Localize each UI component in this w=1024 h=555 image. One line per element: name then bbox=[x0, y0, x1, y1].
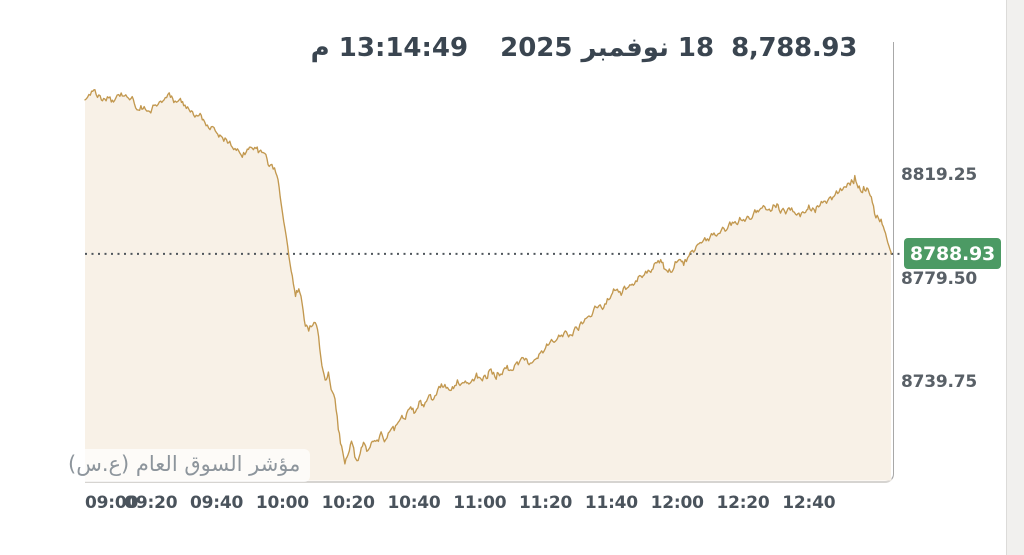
x-axis-label: 11:20 bbox=[519, 493, 573, 513]
y-axis-label: 8819.25 bbox=[901, 165, 978, 185]
x-axis-label: 10:20 bbox=[321, 493, 375, 513]
x-axis-label: 10:00 bbox=[255, 493, 309, 513]
x-axis-label: 11:40 bbox=[584, 493, 638, 513]
session-time: 13:14:49 م bbox=[310, 33, 469, 63]
x-axis-label: 11:00 bbox=[453, 493, 507, 513]
price-line bbox=[84, 89, 892, 465]
y-axis-label: 8779.50 bbox=[901, 268, 978, 289]
y-axis-label: 8739.75 bbox=[901, 372, 978, 392]
x-axis-label: 09:00 bbox=[85, 493, 139, 513]
chart-header: 8,788.93 18 نوفمبر 2025 13:14:49 م bbox=[310, 33, 858, 63]
x-axis-label: 12:20 bbox=[716, 493, 770, 513]
x-axis-label: 12:00 bbox=[650, 493, 704, 513]
session-date: 18 نوفمبر 2025 bbox=[500, 33, 715, 63]
last-price-badge: 8788.93 bbox=[904, 238, 1001, 270]
x-axis-label: 09:40 bbox=[190, 493, 244, 513]
right-edge-strip bbox=[1006, 0, 1024, 555]
index-name-watermark: مؤشر السوق العام (ع.س) bbox=[56, 449, 311, 482]
x-axis-label: 09:20 bbox=[124, 493, 178, 513]
x-axis-label: 12:40 bbox=[782, 493, 836, 513]
price-area-fill bbox=[85, 89, 891, 481]
x-axis-label: 10:40 bbox=[387, 493, 441, 513]
index-value: 8,788.93 bbox=[731, 33, 857, 63]
